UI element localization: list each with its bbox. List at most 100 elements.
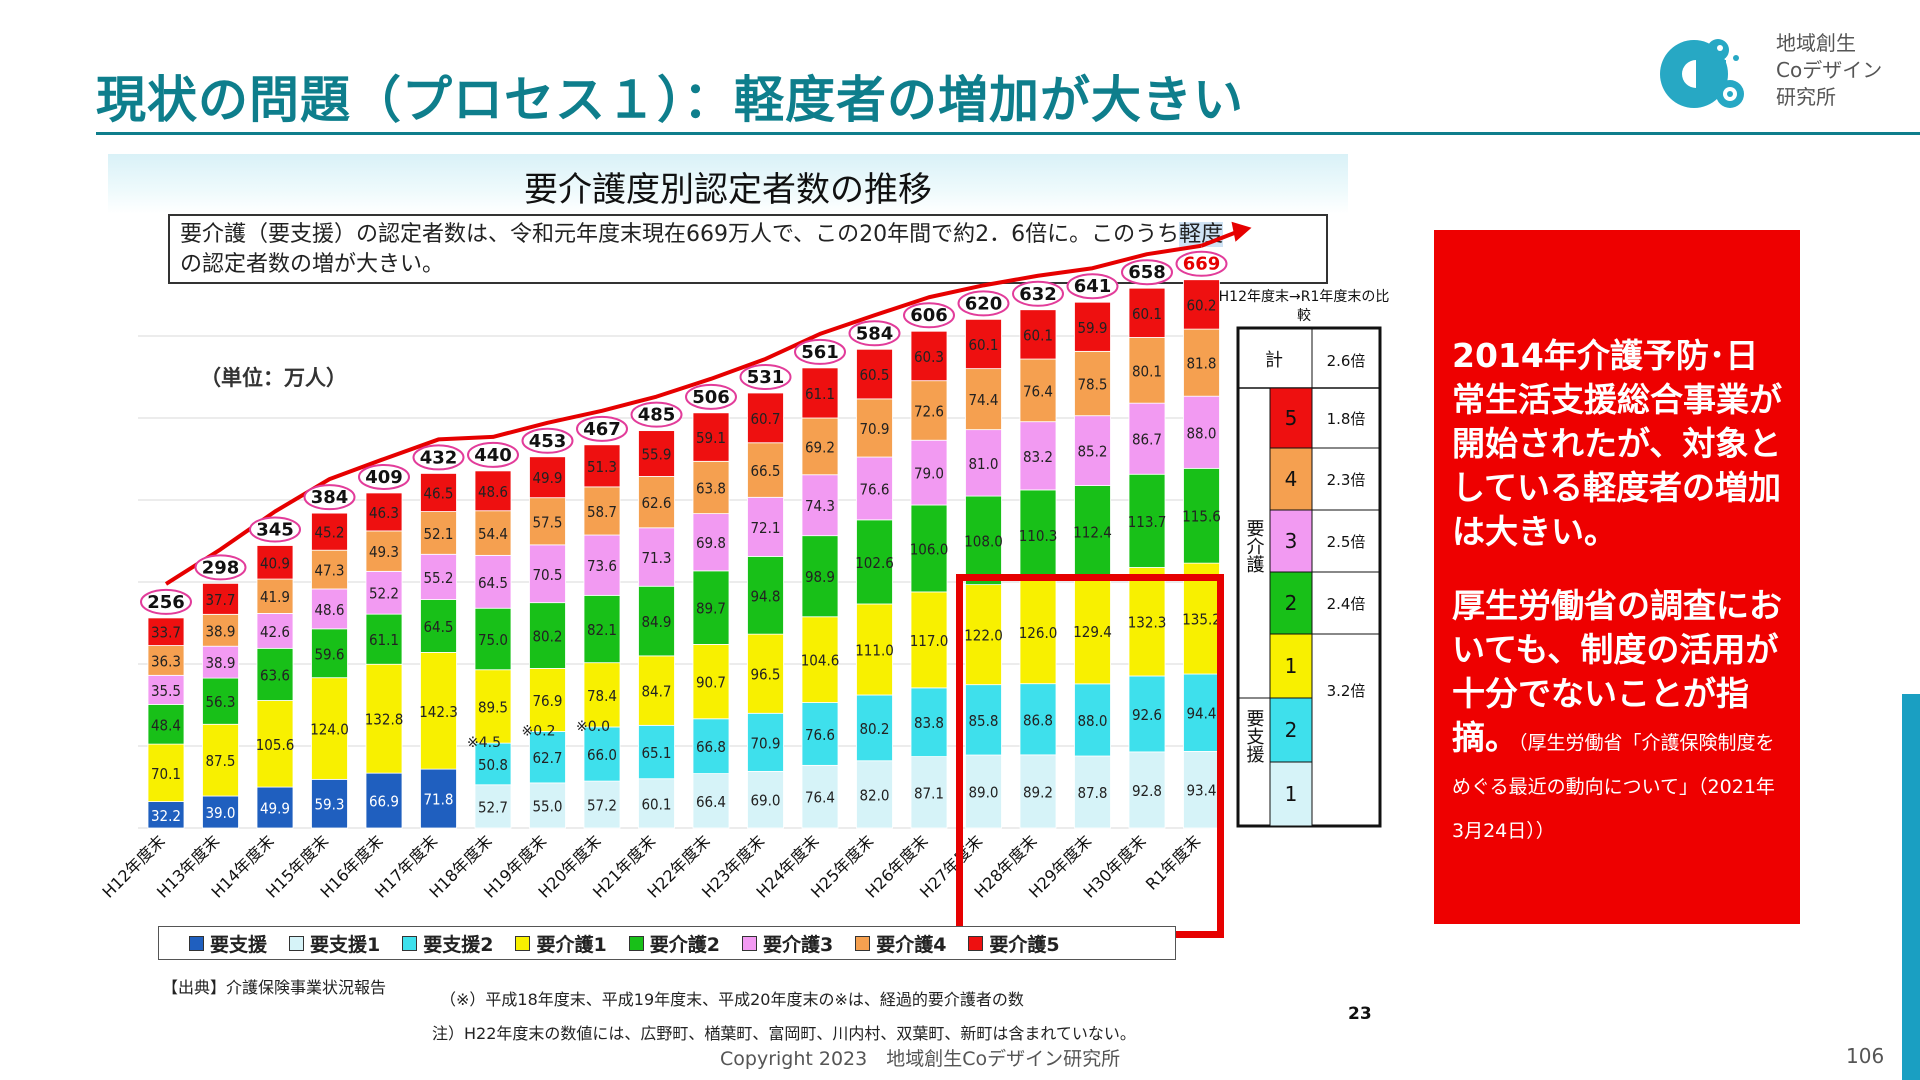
bar-segment [965, 429, 1002, 497]
data-label: 48.6 [314, 601, 344, 619]
data-label: 66.9 [369, 793, 399, 811]
data-label: 72.6 [914, 402, 944, 420]
data-label: 40.9 [260, 554, 290, 572]
data-label: 122.0 [964, 627, 1003, 645]
total-badge [848, 320, 901, 347]
bar-segment [910, 687, 948, 757]
legend-label: 要介護1 [536, 933, 607, 956]
data-label: 47.3 [314, 562, 344, 580]
logo-text-line: Coデザイン [1776, 58, 1883, 82]
data-label: 81.0 [968, 455, 998, 473]
chart-title: 要介護度別認定者数の推移 [524, 170, 932, 210]
lead-text: 要介護（要支援）の認定者数は、令和元年度末現在669万人で、この20年間で約2．… [180, 222, 1180, 247]
legend-swatch [968, 935, 984, 951]
data-label: 70.5 [532, 566, 562, 584]
bar-segment [801, 616, 839, 703]
logo-icon [1656, 28, 1756, 118]
bar-segment [965, 754, 1002, 829]
bar-segment [1019, 754, 1057, 829]
slide-title: 現状の問題（プロセス１）：軽度者の増加が大きい [96, 71, 1244, 129]
bar-segment [856, 603, 893, 696]
data-label: 115.6 [1182, 508, 1221, 526]
data-label: 90.7 [696, 674, 726, 692]
legend-label: 要介護3 [762, 933, 834, 956]
data-label: 126.0 [1019, 624, 1058, 642]
data-label: 60.1 [1132, 305, 1162, 323]
data-label: 59.6 [314, 645, 344, 663]
data-label: 55.2 [423, 569, 453, 587]
legend-item: 要支援1 [289, 930, 380, 957]
data-label: 63.6 [260, 666, 290, 684]
bar-segment [1128, 287, 1166, 338]
level-color-cell [1270, 448, 1312, 510]
bar-segment [1183, 467, 1220, 564]
logo-text: 地域創生 Coデザイン 研究所 [1776, 30, 1882, 111]
legend-item: 要支援 [189, 930, 267, 957]
data-label: 64.5 [423, 618, 453, 636]
bar-segment [638, 476, 675, 529]
bar-segment [311, 512, 348, 551]
legend-label: 要支援2 [423, 933, 494, 956]
bar-segment [1019, 309, 1057, 360]
legend-label: 要支援1 [310, 933, 381, 956]
total-label: 531 [747, 367, 785, 388]
data-label: 94.8 [750, 587, 780, 605]
total-label: 256 [147, 592, 185, 613]
data-label: 113.7 [1128, 513, 1167, 531]
data-label: 85.2 [1077, 443, 1107, 461]
total-label: 384 [311, 487, 349, 508]
data-label: 45.2 [314, 524, 344, 542]
data-label: 106.0 [910, 540, 949, 558]
bar-segment [256, 545, 294, 580]
data-label: 104.6 [801, 652, 840, 670]
bar-segment [910, 330, 948, 382]
bar-segment [256, 647, 294, 701]
bar-segment [1074, 577, 1111, 685]
data-label: 102.6 [855, 554, 894, 572]
data-label: 33.7 [151, 624, 181, 642]
data-label: 70.1 [151, 765, 181, 783]
bar-segment [856, 348, 893, 400]
total-label: 584 [856, 323, 894, 344]
bar-segment [1019, 683, 1057, 756]
data-label: 63.8 [696, 479, 726, 497]
bar-segment [583, 662, 621, 728]
bar-segment [1183, 751, 1220, 829]
trend-arrow-tail [1200, 229, 1239, 248]
bar-segment [965, 684, 1002, 756]
bar-segment [1019, 579, 1057, 685]
data-label: 60.7 [750, 410, 780, 428]
total-badge [630, 401, 683, 428]
total-label: 658 [1128, 262, 1166, 283]
bar-segment [529, 544, 566, 604]
data-label: 62.6 [641, 494, 671, 512]
chart-header-band [108, 154, 1348, 214]
bar-segment [1019, 358, 1057, 423]
data-label: 59.3 [314, 796, 344, 814]
bar-segment [147, 801, 185, 829]
total-label: 606 [910, 305, 948, 326]
callout-source: （厚生労働省「介護保険制度をめぐる最近の動向について」（2021年3月24日）） [1452, 732, 1775, 842]
legend-swatch [189, 935, 204, 951]
data-label: 57.5 [532, 513, 562, 531]
data-label: 37.7 [205, 591, 235, 609]
data-label: 70.9 [750, 734, 780, 752]
data-label: 46.5 [423, 484, 453, 502]
bar-segment [583, 534, 621, 596]
legend-item: 要介護4 [855, 930, 946, 957]
data-label: 66.5 [750, 462, 780, 480]
total-badge [957, 290, 1010, 317]
data-label: 39.0 [205, 804, 235, 822]
data-label: 60.1 [968, 336, 998, 354]
stacked-bar-chart: 32.270.148.435.536.333.7256H12年度末39.087.… [99, 221, 1252, 902]
bar-segment [474, 510, 512, 556]
total-badge [467, 441, 519, 468]
bar-segment [529, 668, 566, 732]
bar-segment [1128, 473, 1166, 568]
data-label: 66.8 [696, 738, 726, 756]
bar-segment [202, 582, 239, 615]
total-label: 669 [1183, 254, 1221, 275]
bar-segment [365, 613, 403, 665]
data-label: 52.1 [423, 525, 453, 543]
total-badge [1012, 280, 1064, 307]
